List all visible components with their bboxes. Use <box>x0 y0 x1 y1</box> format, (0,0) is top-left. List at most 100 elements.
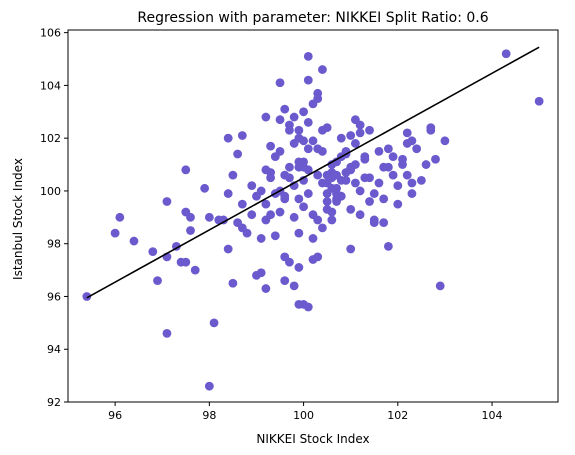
data-point <box>153 276 162 286</box>
data-point <box>190 265 200 275</box>
data-point <box>322 123 332 133</box>
data-point <box>200 183 210 193</box>
y-tick-label: 100 <box>40 185 61 198</box>
data-point <box>355 186 365 196</box>
data-point <box>416 175 426 185</box>
data-point <box>275 78 285 88</box>
data-point <box>355 128 365 138</box>
data-point <box>534 96 544 106</box>
data-point <box>303 75 313 85</box>
data-point <box>294 263 304 272</box>
data-point <box>162 329 172 338</box>
data-point <box>346 165 356 175</box>
y-tick-label: 92 <box>47 396 61 409</box>
data-point <box>332 197 341 206</box>
data-point <box>407 178 417 188</box>
data-point <box>388 152 398 162</box>
data-point <box>299 202 308 212</box>
data-point <box>346 244 356 254</box>
data-point <box>275 207 285 217</box>
y-tick-label: 94 <box>47 343 61 356</box>
data-point <box>228 278 238 288</box>
data-point <box>303 144 313 154</box>
data-point <box>322 189 332 198</box>
data-point <box>129 236 139 246</box>
data-point <box>285 173 294 183</box>
data-point <box>299 157 308 167</box>
data-point <box>209 318 219 328</box>
data-point <box>303 165 313 175</box>
data-point <box>402 128 412 138</box>
data-point <box>247 210 257 220</box>
data-point <box>303 189 313 198</box>
data-point <box>379 218 389 228</box>
x-tick-label: 96 <box>108 409 122 422</box>
data-point <box>318 178 327 188</box>
y-axis-label: Istanbul Stock Index <box>11 158 25 280</box>
data-point <box>223 244 233 254</box>
data-point <box>266 173 275 183</box>
data-point <box>402 170 412 180</box>
data-point <box>204 381 214 391</box>
data-point <box>233 149 243 159</box>
data-point <box>318 223 327 233</box>
data-point <box>393 199 403 209</box>
data-point <box>299 136 308 146</box>
data-point <box>322 205 332 214</box>
data-point <box>426 125 436 135</box>
data-point <box>162 197 172 206</box>
data-point <box>355 120 365 130</box>
data-point <box>308 136 318 146</box>
data-point <box>148 247 158 257</box>
data-point <box>374 178 384 188</box>
data-point <box>256 234 266 243</box>
data-point <box>327 173 337 183</box>
data-point <box>280 252 290 262</box>
data-point <box>242 228 252 238</box>
data-point <box>308 255 318 264</box>
data-point <box>237 199 247 209</box>
data-point <box>275 115 285 125</box>
data-point <box>440 136 450 146</box>
data-point <box>365 173 374 183</box>
data-point <box>383 241 393 251</box>
x-tick-label: 100 <box>293 409 314 422</box>
data-point <box>289 212 299 222</box>
data-point <box>303 51 313 61</box>
data-point <box>261 112 271 122</box>
data-point <box>303 117 313 127</box>
data-point <box>204 212 214 222</box>
plot-area: 96 98 100 102 104 92 94 96 98 100 102 104 106 <box>40 27 559 422</box>
data-point <box>181 165 191 175</box>
x-tick-label: 98 <box>202 409 216 422</box>
data-point <box>379 194 389 204</box>
data-point <box>261 165 271 175</box>
data-point <box>313 170 323 180</box>
data-point <box>303 302 313 312</box>
data-point <box>181 257 191 267</box>
data-point <box>351 139 360 148</box>
y-tick-label: 102 <box>40 132 61 145</box>
data-point <box>280 104 290 114</box>
x-tick-label: 104 <box>482 409 503 422</box>
data-point <box>294 228 304 238</box>
data-point <box>256 268 266 278</box>
y-tick-label: 96 <box>47 290 61 303</box>
chart-title: Regression with parameter: NIKKEI Split … <box>137 10 488 26</box>
data-point <box>393 181 403 191</box>
data-point <box>374 146 384 156</box>
data-point <box>280 194 290 204</box>
data-point <box>186 226 195 235</box>
data-point <box>313 144 323 154</box>
data-point <box>318 65 327 74</box>
data-point <box>351 178 360 188</box>
data-point <box>289 281 299 291</box>
data-point <box>336 133 346 143</box>
data-point <box>346 131 356 140</box>
data-point <box>223 133 233 143</box>
data-point <box>431 154 440 164</box>
y-tick-label: 106 <box>40 27 61 40</box>
data-point <box>388 170 398 180</box>
data-point <box>365 197 374 206</box>
